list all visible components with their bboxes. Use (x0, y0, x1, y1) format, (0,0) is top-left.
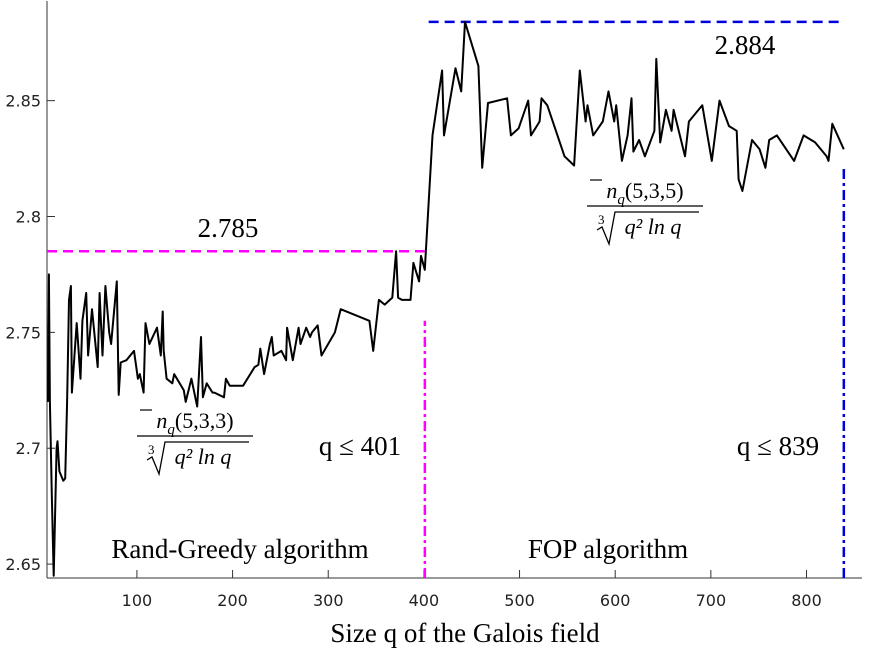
annotation: FOP algorithm (528, 534, 688, 564)
formula: nq(5,3,3) q² ln q 3 (137, 408, 253, 477)
formula-symbol: n (156, 408, 167, 433)
x-axis-label: Size q of the Galois field (330, 618, 600, 648)
data-line (47, 20, 845, 577)
y-tick-label: 2.7 (16, 439, 41, 458)
annotation: 2.785 (198, 213, 259, 243)
annotation: 2.884 (715, 30, 776, 60)
x-tick-label: 300 (313, 591, 344, 610)
formula-denominator: q² ln q (625, 214, 682, 239)
annotation: q ≤ 401 (319, 431, 401, 461)
formula-args: (5,3,5) (625, 178, 684, 203)
x-tick-label: 800 (791, 591, 822, 610)
y-tick-label: 2.75 (5, 323, 41, 342)
x-tick-label: 500 (504, 591, 535, 610)
x-tick-label: 700 (696, 591, 727, 610)
y-tick-label: 2.65 (5, 555, 41, 574)
formula-symbol: n (606, 178, 617, 203)
x-tick-label: 600 (600, 591, 631, 610)
x-tick-label: 100 (122, 591, 153, 610)
formula-subscript: q (617, 192, 625, 208)
y-tick-label: 2.8 (16, 208, 41, 227)
root-sign (596, 211, 699, 247)
formula-subscript: q (167, 422, 175, 438)
x-tick-label: 400 (409, 591, 440, 610)
formula-denominator: q² ln q (175, 444, 232, 469)
formula: nq(5,3,5) q² ln q 3 (587, 178, 703, 247)
root-index: 3 (598, 212, 605, 227)
annotation: q ≤ 839 (737, 431, 819, 461)
root-index: 3 (148, 442, 155, 457)
formula-args: (5,3,3) (175, 408, 234, 433)
formula-numerator: nq(5,3,3) (156, 408, 233, 438)
y-tick-label: 2.85 (5, 92, 41, 111)
formula-numerator: nq(5,3,5) (606, 178, 683, 208)
root-sign (146, 441, 249, 477)
annotation: Rand-Greedy algorithm (111, 534, 368, 564)
x-tick-label: 200 (217, 591, 248, 610)
